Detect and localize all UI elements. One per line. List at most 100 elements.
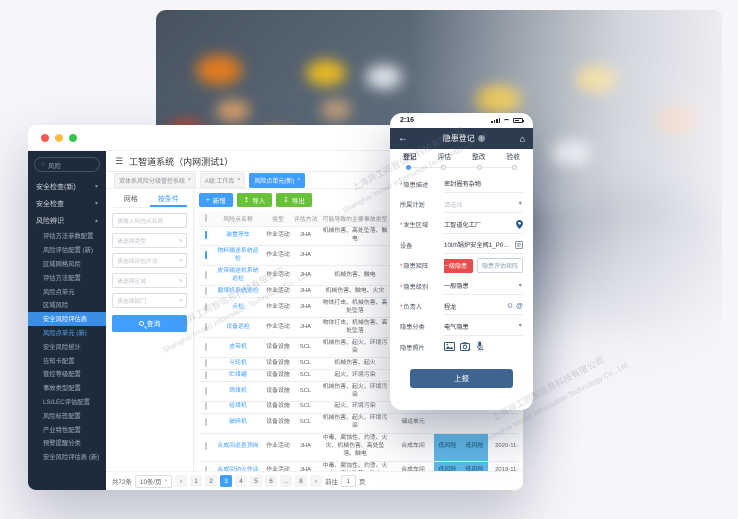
risk-point-link[interactable]: 磨煤机系统巡检 bbox=[217, 287, 259, 294]
sidebar-item-安全风险评估表 (新)[interactable]: 安全风险评估表 (新) bbox=[43, 454, 100, 462]
info-badge-icon[interactable]: i bbox=[477, 135, 485, 142]
filter-select[interactable]: 请选择类型 ▾ bbox=[112, 233, 187, 248]
row-checkbox[interactable] bbox=[205, 230, 207, 239]
close-icon[interactable]: × bbox=[297, 177, 301, 183]
sidebar-item-产业特性配置[interactable]: 产业特性配置 bbox=[43, 426, 81, 434]
tab-登记[interactable]: 登记 bbox=[403, 154, 417, 161]
page-button-...[interactable]: ... bbox=[280, 475, 293, 487]
sidebar-item-风险标签配置[interactable]: 风险标签配置 bbox=[43, 412, 81, 420]
search-button[interactable]: 查询 bbox=[112, 315, 187, 332]
page-button-5[interactable]: 5 bbox=[250, 475, 263, 487]
close-button[interactable] bbox=[41, 133, 49, 142]
row-checkbox[interactable] bbox=[205, 270, 207, 279]
area-select[interactable]: 工智道化工厂 bbox=[444, 216, 523, 234]
risk-point-link[interactable]: 斗轮机 bbox=[229, 359, 247, 366]
submit-button[interactable]: 上报 bbox=[410, 368, 513, 388]
export-button[interactable]: ↧ 导出 bbox=[276, 193, 312, 207]
device-select[interactable]: 10t/h锅炉安全阀1_P0001 bbox=[444, 237, 523, 255]
filter-select[interactable]: 请选择部门 ▾ bbox=[112, 293, 187, 308]
add-image-icon[interactable] bbox=[444, 341, 455, 353]
row-checkbox[interactable] bbox=[205, 418, 207, 427]
page-button-4[interactable]: 4 bbox=[235, 475, 248, 487]
next-page-button[interactable]: › bbox=[310, 475, 323, 487]
breadcrumb-chip-active-tab[interactable]: 风险点单元(新) × bbox=[249, 172, 306, 188]
row-checkbox[interactable] bbox=[205, 370, 207, 379]
tab-by-condition[interactable]: 按条件 bbox=[149, 192, 187, 207]
category-select[interactable]: 电气隐患 ▼ bbox=[444, 318, 523, 336]
page-button-8[interactable]: 8 bbox=[295, 475, 308, 487]
sidebar-item-LS/LEC评估配置[interactable]: LS/LEC评估配置 bbox=[43, 398, 90, 406]
risk-point-link[interactable]: 物料输送系统巡检 bbox=[217, 247, 259, 262]
breadcrumb-chip-system[interactable]: 双体系风险分级管控系统 ▾ bbox=[114, 172, 196, 188]
sidebar-item-评估方法配置[interactable]: 评估方法配置 bbox=[43, 274, 81, 282]
sidebar-item-风险评估配置 (新)[interactable]: 风险评估配置 (新) bbox=[43, 247, 94, 255]
page-button-6[interactable]: 6 bbox=[265, 475, 278, 487]
sidebar-item-风险点单元[interactable]: 风险点单元 bbox=[43, 288, 75, 296]
page-button-3[interactable]: 3 bbox=[220, 475, 233, 487]
minimize-button[interactable] bbox=[55, 133, 63, 142]
tab-评估[interactable]: 评估 bbox=[437, 154, 452, 161]
row-checkbox[interactable] bbox=[205, 250, 207, 259]
row-checkbox[interactable] bbox=[205, 342, 207, 351]
filter-select[interactable]: 请选择区域 ▾ bbox=[112, 273, 187, 288]
row-checkbox[interactable] bbox=[205, 302, 207, 311]
select-all-checkbox[interactable] bbox=[205, 214, 207, 223]
sidebar-item-区域风险[interactable]: 区域风险 bbox=[43, 302, 69, 310]
tab-grid[interactable]: 网格 bbox=[123, 196, 138, 203]
home-icon[interactable]: ⌂ bbox=[519, 133, 525, 144]
prev-page-button[interactable]: ‹ bbox=[175, 475, 188, 487]
sidebar-item-安全风险统计[interactable]: 安全风险统计 bbox=[43, 343, 81, 351]
microphone-icon[interactable] bbox=[476, 341, 484, 353]
row-checkbox[interactable] bbox=[205, 322, 207, 331]
row-checkbox[interactable] bbox=[205, 386, 207, 395]
risk-point-link[interactable]: 皮带机 bbox=[229, 343, 247, 350]
sidebar-search-input[interactable]: ○ 风险 bbox=[34, 157, 100, 172]
gear-icon[interactable]: ⚙ bbox=[506, 303, 514, 311]
filter-select[interactable]: 请选择评估方法 ▾ bbox=[112, 253, 187, 268]
risk-point-link[interactable]: 点检 bbox=[232, 303, 244, 310]
contact-at-icon[interactable]: @ bbox=[516, 302, 523, 310]
zoom-button[interactable] bbox=[69, 133, 77, 142]
risk-point-link[interactable]: 贮煤罐 bbox=[229, 371, 247, 378]
risk-point-link[interactable]: 合成间动火作业 bbox=[217, 467, 259, 471]
page-button-2[interactable]: 2 bbox=[205, 475, 218, 487]
row-checkbox[interactable] bbox=[205, 442, 207, 451]
page-button-1[interactable]: 1 bbox=[190, 475, 203, 487]
row-checkbox[interactable] bbox=[205, 358, 207, 367]
filter-input[interactable]: 请输入风险点名称 bbox=[112, 213, 187, 228]
risk-point-link[interactable]: 皮带输送机系统巡检 bbox=[217, 267, 259, 282]
sidebar-group-item[interactable]: 安全检查 ▾ bbox=[28, 195, 106, 212]
sidebar-item-告知卡配置[interactable]: 告知卡配置 bbox=[43, 357, 75, 365]
sidebar-item-事故类型配置[interactable]: 事故类型配置 bbox=[43, 385, 81, 393]
hamburger-icon[interactable]: ☰ bbox=[115, 155, 124, 166]
goto-page-input[interactable]: 1 bbox=[340, 475, 356, 487]
sidebar-item-预警提醒分类[interactable]: 预警提醒分类 bbox=[43, 440, 81, 448]
risk-point-link[interactable]: 装置停车 bbox=[226, 231, 250, 238]
row-checkbox[interactable] bbox=[205, 286, 207, 295]
breadcrumb-chip-library[interactable]: A级:工作库 ▾ bbox=[199, 172, 246, 188]
add-button[interactable]: + 新增 bbox=[199, 193, 233, 207]
risk-point-link[interactable]: 给煤机 bbox=[229, 403, 247, 410]
level-one-danger-button[interactable]: 一级隐患 bbox=[444, 258, 473, 273]
location-pin-icon[interactable] bbox=[516, 219, 523, 229]
desc-input[interactable]: 密封圈有杂物 bbox=[444, 175, 523, 193]
risk-point-link[interactable]: 筛煤机 bbox=[229, 387, 247, 394]
sidebar-item-管控等级配置[interactable]: 管控等级配置 bbox=[43, 371, 81, 379]
sidebar-item-安全风险评估表[interactable]: 安全风险评估表 bbox=[28, 311, 106, 326]
device-list-icon[interactable] bbox=[515, 240, 523, 249]
sidebar-item-评估方法参数配置[interactable]: 评估方法参数配置 bbox=[43, 233, 94, 241]
camera-icon[interactable] bbox=[460, 342, 471, 353]
risk-point-link[interactable]: 破碎机 bbox=[229, 419, 247, 426]
sidebar-group-item[interactable]: 安全检查(新) ▾ bbox=[28, 178, 106, 195]
sidebar-item-风险点单元 (新)[interactable]: 风险点单元 (新) bbox=[43, 329, 87, 337]
sidebar-group-item[interactable]: 风险辨识 ▴ bbox=[28, 212, 106, 229]
risk-point-link[interactable]: 合成间巡查顶岗 bbox=[217, 443, 259, 450]
owner-input[interactable]: 程龙 ⚙ @ bbox=[444, 298, 523, 316]
import-button[interactable]: ↥ 导入 bbox=[236, 193, 273, 207]
tab-整改[interactable]: 整改 bbox=[471, 154, 486, 161]
matrix-evaluate-button[interactable]: 隐患评估矩阵 bbox=[476, 258, 523, 274]
plan-select[interactable]: 请选择 ▼ bbox=[444, 196, 523, 214]
row-checkbox[interactable] bbox=[205, 402, 207, 411]
tab-验收[interactable]: 验收 bbox=[506, 154, 520, 161]
sidebar-item-区域网格风险[interactable]: 区域网格风险 bbox=[43, 260, 81, 268]
